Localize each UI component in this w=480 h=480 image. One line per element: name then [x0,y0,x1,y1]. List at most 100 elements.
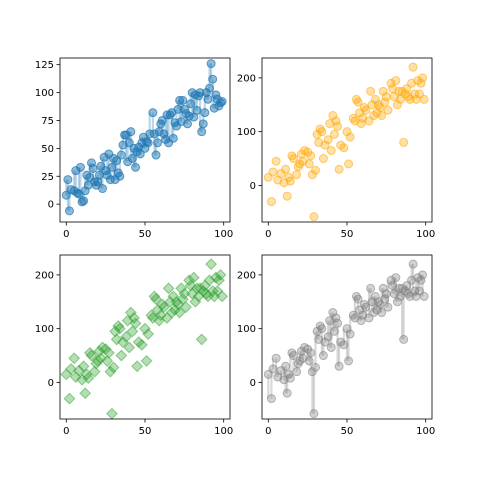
data-point [304,356,314,366]
y-tick-label: 25 [41,172,54,183]
x-tick-label: 100 [416,229,435,240]
data-point [383,302,393,312]
data-point [82,372,95,385]
data-point [184,279,197,292]
data-point [65,363,77,375]
data-point [416,275,426,285]
data-point [304,159,314,169]
data-point [139,322,151,335]
data-point [150,293,162,305]
y-tick-label: 100 [237,324,256,335]
data-point [306,151,316,161]
data-point [356,119,366,129]
data-point [173,306,186,319]
data-point [198,119,208,129]
data-point [377,308,387,318]
data-point [311,165,321,175]
data-point [95,352,107,365]
y-tick-label: 0 [250,378,256,389]
data-point [113,322,126,335]
subplot-2: 0 50 100 0 100 200 [237,57,435,240]
data-point [419,291,429,301]
data-point [381,92,391,102]
data-point [370,291,380,301]
data-point [154,309,167,322]
data-point [127,153,137,163]
plot-area [60,258,229,419]
data-point [203,274,216,287]
x-tick-label: 0 [265,426,271,437]
data-point [85,349,98,362]
data-point [128,312,140,324]
data-point [68,352,81,365]
data-point [344,159,354,169]
x-tick-label: 50 [139,229,152,240]
data-point [148,290,161,303]
y-tick-label: 100 [237,127,256,138]
x-tick-label: 0 [63,426,69,437]
data-point [320,337,330,347]
y-tick-label: 0 [250,181,256,192]
data-point [88,365,101,378]
data-point [392,100,402,110]
data-point [328,308,338,318]
data-point [399,334,409,344]
data-point [153,138,163,148]
data-point [107,162,117,172]
data-point [64,206,74,216]
y-tick-label: 100 [35,324,54,335]
data-point [195,333,208,346]
data-point [318,351,328,361]
data-point [333,318,343,328]
data-point [281,164,291,174]
data-point [183,274,195,287]
data-point [208,290,221,303]
data-point [168,133,178,143]
data-point [266,394,276,404]
data-point [380,294,390,304]
data-point [318,154,328,164]
data-point [418,73,428,83]
data-point [334,361,344,371]
data-point [109,325,121,338]
plot-area [263,62,429,222]
data-point [167,290,180,303]
data-point [317,324,327,334]
data-point [366,283,376,293]
data-point [200,108,210,118]
data-point [145,309,158,322]
x-tick-label: 100 [416,426,435,437]
data-point [339,340,349,350]
data-point [197,127,207,137]
data-point [391,76,401,86]
data-point [416,78,426,88]
y-tick-label: 0 [48,378,54,389]
data-point [205,258,218,271]
data-point [317,127,327,137]
data-point [63,392,76,405]
x-tick-label: 100 [214,426,233,437]
x-tick-label: 0 [63,229,69,240]
data-point [140,355,153,367]
data-point [175,282,188,295]
data-point [345,329,355,339]
data-point [115,171,125,181]
data-point [320,140,330,150]
data-point [311,362,321,372]
data-point [378,86,388,96]
data-point [331,313,341,323]
data-point [79,387,92,400]
data-point [309,212,319,222]
data-point [162,282,175,295]
data-point [110,333,123,346]
data-point [329,326,339,336]
data-point [129,317,142,330]
data-point [399,137,409,147]
data-point [151,150,161,160]
data-point [84,346,96,359]
data-point [63,175,73,185]
y-tick-label: 200 [35,270,54,281]
data-point [72,364,85,377]
data-point [116,150,126,160]
